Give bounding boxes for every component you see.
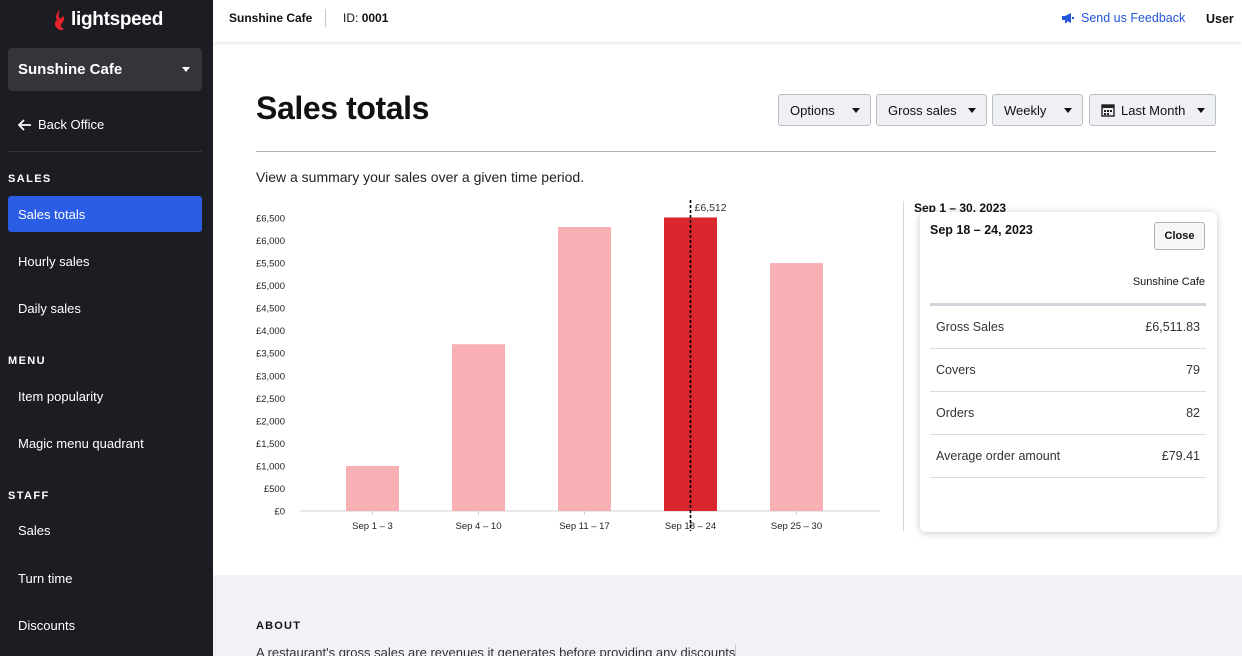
topbar-separator <box>325 9 326 27</box>
options-dropdown-label: Options <box>790 102 835 118</box>
interval-dropdown[interactable]: Weekly <box>992 94 1083 126</box>
popup-column-header: Sunshine Cafe <box>1132 276 1205 288</box>
header-divider <box>256 151 1216 152</box>
close-button[interactable]: Close <box>1154 222 1205 250</box>
back-office-link[interactable]: Back Office <box>18 117 104 132</box>
y-tick-label: £2,000 <box>256 416 285 427</box>
options-dropdown[interactable]: Options <box>778 94 871 126</box>
popup-header-line <box>930 303 1206 306</box>
period-dropdown-label: Last Month <box>1121 102 1186 118</box>
sidebar-item-turn-time[interactable]: Turn time <box>18 570 73 586</box>
about-section: ABOUT A restaurant's gross sales are rev… <box>213 575 1242 656</box>
sidebar-item-magic-menu-quadrant[interactable]: Magic menu quadrant <box>18 435 144 451</box>
sidebar-item-daily-sales[interactable]: Daily sales <box>18 300 81 316</box>
megaphone-icon <box>1062 13 1074 23</box>
chart-bar[interactable] <box>558 227 611 511</box>
caret-down-icon <box>182 67 190 72</box>
page-subtitle: View a summary your sales over a given t… <box>256 169 585 185</box>
week-detail-popup: Sep 18 – 24, 2023 Close Sunshine Cafe Gr… <box>920 212 1217 532</box>
popup-row-average-order: Average order amount £79.41 <box>930 435 1206 478</box>
y-tick-label: £5,500 <box>256 259 285 270</box>
popup-row-value: £79.41 <box>1161 449 1200 463</box>
section-heading-staff: STAFF <box>8 490 50 502</box>
popup-title: Sep 18 – 24, 2023 <box>930 223 1033 237</box>
section-heading-sales: SALES <box>8 173 52 185</box>
store-selector[interactable]: Sunshine Cafe <box>8 48 202 91</box>
sidebar-item-hourly-sales[interactable]: Hourly sales <box>18 253 90 269</box>
y-tick-label: £1,000 <box>256 461 285 472</box>
y-tick-label: £6,500 <box>256 214 285 225</box>
highlight-value-label: £6,512 <box>695 202 727 214</box>
caret-down-icon <box>968 107 976 113</box>
caret-down-icon <box>852 107 860 113</box>
arrow-left-icon <box>18 118 31 131</box>
store-id-label: ID: <box>343 11 359 25</box>
popup-row-value: £6,511.83 <box>1145 320 1200 334</box>
user-menu[interactable]: User <box>1206 12 1234 26</box>
y-tick-label: £4,500 <box>256 304 285 315</box>
x-tick-label: Sep 4 – 10 <box>456 521 502 532</box>
popup-row-orders: Orders 82 <box>930 392 1206 435</box>
calendar-icon <box>1101 104 1115 117</box>
popup-row-label: Covers <box>936 363 976 377</box>
sidebar-item-discounts[interactable]: Discounts <box>18 617 76 633</box>
x-tick-label: Sep 11 – 17 <box>559 521 610 532</box>
popup-row-value: 79 <box>1186 363 1200 377</box>
popup-row-covers: Covers 79 <box>930 349 1206 392</box>
summary-range-title: Sep 1 – 30, 2023 <box>914 201 1007 215</box>
chart-bar[interactable] <box>452 344 505 511</box>
interval-dropdown-label: Weekly <box>1004 102 1047 118</box>
popup-row-value: 82 <box>1186 406 1200 420</box>
caret-down-icon <box>1064 107 1072 113</box>
metric-dropdown[interactable]: Gross sales <box>876 94 987 126</box>
sidebar-item-staff-sales[interactable]: Sales <box>18 522 51 538</box>
caret-down-icon <box>1197 107 1205 113</box>
x-tick-label: Sep 1 – 3 <box>352 521 393 532</box>
y-tick-label: £3,500 <box>256 349 285 360</box>
summary-panel-divider <box>903 201 904 531</box>
y-tick-label: £4,000 <box>256 326 285 337</box>
brand-logo[interactable]: lightspeed <box>52 6 163 34</box>
sales-bar-chart[interactable]: £0 £500 £1,000 £1,500 £2,000 £2,500 £3,000 £3,5… <box>250 196 890 541</box>
topbar-store-name: Sunshine Cafe <box>229 11 313 25</box>
page-title: Sales totals <box>256 90 430 126</box>
y-tick-label: £0 <box>274 507 285 518</box>
back-office-label: Back Office <box>38 117 105 132</box>
feedback-label: Send us Feedback <box>1081 11 1186 25</box>
about-text: A restaurant's gross sales are revenues … <box>256 645 736 656</box>
section-heading-menu: MENU <box>8 355 46 367</box>
y-tick-label: £500 <box>264 484 285 495</box>
y-tick-label: £6,000 <box>256 236 285 247</box>
sidebar-item-sales-totals[interactable]: Sales totals <box>8 196 202 232</box>
y-tick-label: £5,000 <box>256 281 285 292</box>
about-heading: ABOUT <box>256 620 302 632</box>
chart-bar[interactable] <box>770 263 823 511</box>
y-tick-label: £1,500 <box>256 439 285 450</box>
x-tick-label: Sep 25 – 30 <box>771 521 822 532</box>
lightspeed-flame-icon <box>54 9 65 31</box>
top-bar: Sunshine Cafe ID: 0001 Send us Feedback … <box>213 0 1242 42</box>
store-selector-label: Sunshine Cafe <box>18 61 123 78</box>
store-id-value: 0001 <box>361 11 389 25</box>
topbar-store-id: ID: 0001 <box>343 11 388 25</box>
about-separator <box>735 644 736 656</box>
sidebar: lightspeed Sunshine Cafe Back Office SAL… <box>0 0 213 656</box>
y-tick-label: £3,000 <box>256 371 285 382</box>
sidebar-item-item-popularity[interactable]: Item popularity <box>18 388 104 404</box>
brand-name: lightspeed <box>71 9 164 30</box>
popup-row-label: Average order amount <box>936 449 1061 463</box>
y-tick-label: £2,500 <box>256 394 285 405</box>
popup-row-label: Orders <box>936 406 975 420</box>
feedback-link[interactable]: Send us Feedback <box>1061 11 1185 25</box>
metric-dropdown-label: Gross sales <box>888 102 957 118</box>
period-dropdown[interactable]: Last Month <box>1089 94 1216 126</box>
popup-row-label: Gross Sales <box>936 320 1005 334</box>
chart-bar[interactable] <box>346 465 399 511</box>
popup-row-gross-sales: Gross Sales £6,511.83 <box>930 306 1206 349</box>
sidebar-divider <box>8 151 202 152</box>
